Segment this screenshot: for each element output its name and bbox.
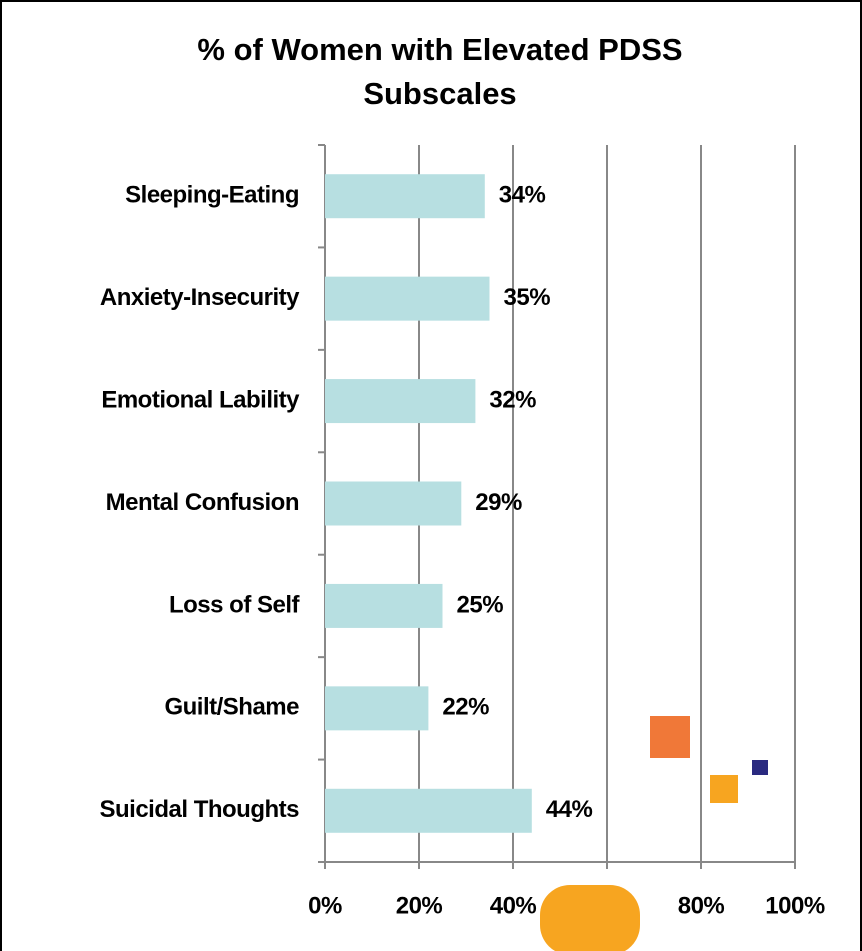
y-tick-label: Suicidal Thoughts (100, 796, 300, 823)
bar (325, 788, 532, 833)
bar (325, 276, 490, 321)
x-tick-label: 80% (678, 892, 725, 919)
y-tick-label: Sleeping-Eating (125, 182, 299, 209)
data-label: 44% (546, 796, 593, 823)
data-label: 25% (457, 591, 504, 618)
data-label: 32% (489, 386, 536, 413)
bar (325, 583, 443, 628)
data-label: 29% (475, 489, 522, 516)
y-tick-label: Mental Confusion (106, 489, 299, 516)
bar (325, 174, 485, 219)
y-tick-label: Emotional Lability (101, 386, 300, 413)
chart-title: % of Women with Elevated PDSS Subscales (197, 32, 683, 111)
bar (325, 481, 462, 526)
y-tick-label: Guilt/Shame (164, 694, 299, 721)
bar (325, 686, 429, 731)
x-tick-label: 20% (396, 892, 443, 919)
y-tick-label: Loss of Self (169, 591, 301, 618)
x-tick-label: 40% (490, 892, 537, 919)
x-tick-label: 0% (308, 892, 342, 919)
data-label: 35% (504, 284, 551, 311)
decoration (540, 716, 768, 951)
bar (325, 379, 476, 424)
data-label: 34% (499, 182, 546, 209)
y-tick-label: Anxiety-Insecurity (100, 284, 300, 311)
x-tick-label: 100% (765, 892, 825, 919)
data-label: 22% (442, 694, 489, 721)
